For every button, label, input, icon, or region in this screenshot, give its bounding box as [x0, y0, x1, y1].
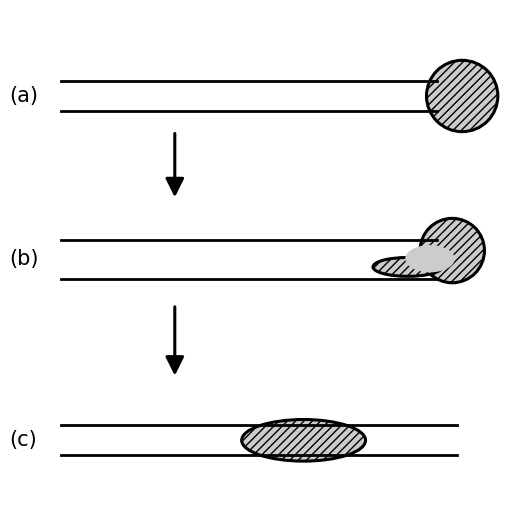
Ellipse shape [373, 258, 442, 277]
Ellipse shape [405, 245, 454, 272]
Ellipse shape [242, 419, 366, 461]
Circle shape [420, 218, 484, 283]
Text: (a): (a) [9, 86, 38, 106]
Text: (c): (c) [9, 430, 37, 450]
Text: (b): (b) [9, 249, 38, 269]
Circle shape [426, 60, 498, 132]
